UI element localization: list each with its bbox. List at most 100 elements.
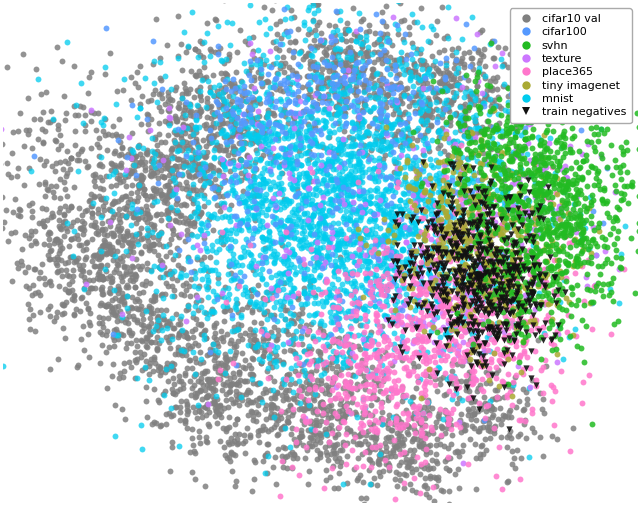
Point bbox=[345, 200, 355, 208]
Point bbox=[188, 222, 198, 230]
Point bbox=[424, 474, 435, 482]
Point bbox=[438, 238, 448, 246]
Point bbox=[308, 254, 318, 262]
Point bbox=[480, 269, 490, 277]
Point bbox=[437, 3, 447, 11]
Point bbox=[468, 290, 479, 298]
Point bbox=[127, 248, 138, 256]
Point bbox=[137, 262, 147, 270]
Point bbox=[322, 451, 332, 459]
Point bbox=[457, 228, 467, 236]
Point bbox=[345, 177, 355, 185]
Point bbox=[389, 238, 399, 246]
Point bbox=[417, 83, 427, 91]
Point bbox=[193, 341, 203, 349]
Point bbox=[228, 104, 238, 112]
Point bbox=[250, 346, 260, 354]
Point bbox=[451, 224, 461, 232]
Point bbox=[430, 201, 440, 209]
Point bbox=[299, 18, 309, 26]
Point bbox=[298, 243, 308, 251]
Point bbox=[515, 205, 525, 213]
Point bbox=[573, 188, 583, 196]
Point bbox=[407, 10, 417, 18]
Point bbox=[156, 216, 166, 224]
Point bbox=[449, 186, 459, 194]
Point bbox=[364, 215, 374, 223]
Point bbox=[308, 332, 318, 340]
Point bbox=[452, 137, 462, 145]
Point bbox=[531, 232, 541, 240]
Point bbox=[387, 228, 397, 236]
Point bbox=[438, 300, 448, 308]
Point bbox=[388, 120, 399, 128]
Point bbox=[518, 246, 529, 254]
Point bbox=[214, 158, 225, 166]
Point bbox=[386, 273, 396, 281]
Point bbox=[515, 216, 525, 224]
Point bbox=[520, 110, 530, 118]
Point bbox=[286, 153, 296, 161]
Point bbox=[424, 171, 434, 179]
Point bbox=[342, 48, 352, 57]
Point bbox=[581, 151, 591, 159]
Point bbox=[540, 319, 550, 327]
Point bbox=[340, 122, 350, 130]
Point bbox=[403, 196, 413, 204]
Point bbox=[435, 276, 445, 284]
Point bbox=[499, 302, 509, 311]
Point bbox=[304, 184, 314, 192]
Point bbox=[404, 162, 415, 170]
Point bbox=[324, 80, 335, 88]
Point bbox=[546, 235, 556, 243]
Point bbox=[167, 154, 177, 162]
Point bbox=[580, 156, 591, 164]
Point bbox=[498, 62, 508, 70]
Point bbox=[506, 123, 516, 131]
Point bbox=[389, 82, 399, 90]
Point bbox=[412, 214, 422, 222]
Point bbox=[342, 274, 352, 282]
Point bbox=[302, 265, 312, 273]
Point bbox=[496, 205, 506, 213]
Point bbox=[195, 92, 205, 100]
Point bbox=[420, 186, 430, 194]
Point bbox=[570, 192, 580, 200]
Point bbox=[432, 177, 442, 185]
Point bbox=[521, 194, 531, 203]
Point bbox=[300, 132, 310, 140]
Point bbox=[218, 75, 228, 83]
Point bbox=[149, 356, 159, 364]
Point bbox=[259, 348, 269, 356]
Point bbox=[170, 250, 180, 259]
Point bbox=[472, 225, 483, 233]
Point bbox=[521, 323, 531, 331]
Point bbox=[515, 261, 525, 269]
Point bbox=[441, 243, 451, 251]
Point bbox=[119, 75, 129, 83]
Point bbox=[589, 282, 599, 290]
Point bbox=[280, 129, 291, 137]
Point bbox=[417, 84, 428, 92]
Point bbox=[456, 124, 466, 132]
Point bbox=[309, 119, 319, 127]
Point bbox=[503, 278, 513, 286]
Point bbox=[394, 422, 404, 430]
Point bbox=[426, 197, 436, 206]
Point bbox=[390, 344, 400, 352]
Point bbox=[313, 285, 323, 293]
Point bbox=[371, 129, 381, 137]
Point bbox=[415, 308, 426, 316]
Point bbox=[367, 292, 378, 300]
Point bbox=[273, 417, 283, 425]
Point bbox=[342, 19, 352, 27]
Point bbox=[379, 337, 389, 345]
Point bbox=[138, 321, 148, 329]
Point bbox=[590, 238, 600, 246]
Point bbox=[145, 167, 156, 175]
Point bbox=[147, 309, 157, 317]
Point bbox=[518, 154, 529, 162]
Point bbox=[576, 238, 586, 246]
Point bbox=[408, 457, 419, 465]
Point bbox=[477, 199, 487, 208]
